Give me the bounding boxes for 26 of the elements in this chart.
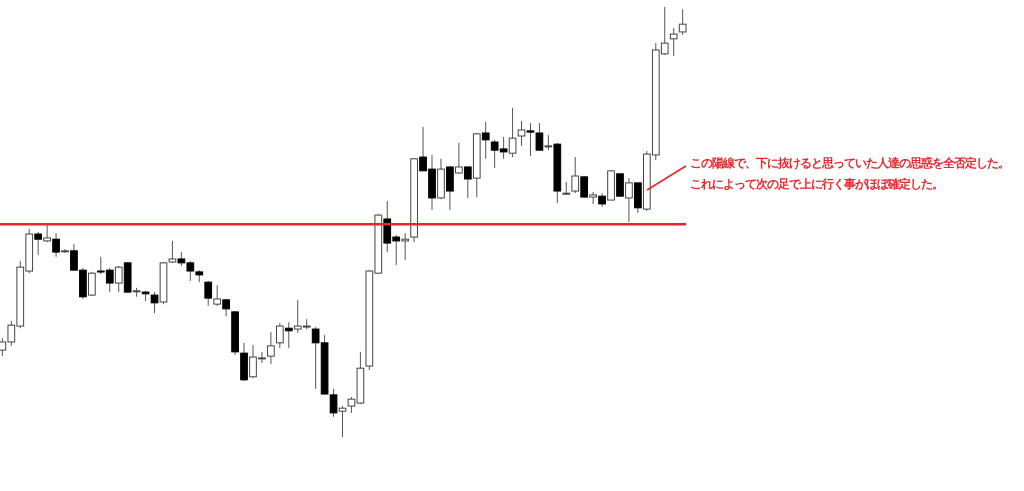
candlestick [204,280,213,307]
candlestick [34,231,43,256]
candlestick [61,248,69,254]
candlestick [669,27,678,57]
candlestick [508,107,517,158]
candlestick [517,120,526,147]
candlestick [571,156,580,194]
candlestick [589,191,597,205]
candlestick [267,331,275,365]
candlestick [52,232,60,258]
candlestick [114,265,123,293]
candlestick [678,8,687,36]
text: この陽線で、下に抜けると思っていた人達の思惑を全否定した。 [690,156,1009,170]
candlestick [275,322,284,349]
candlestick [463,165,472,199]
candlestick [88,271,96,297]
candlestick [401,232,410,261]
text: これによって次の足で上に行く事がほぼ確定した。 [690,177,943,191]
candlestick [616,173,624,197]
candlestick [43,224,51,243]
candlestick [481,121,490,160]
candlestick [150,291,159,314]
candlestick [625,177,633,223]
candlestick [213,284,222,307]
candlestick [455,142,463,175]
candlestick [338,405,347,438]
